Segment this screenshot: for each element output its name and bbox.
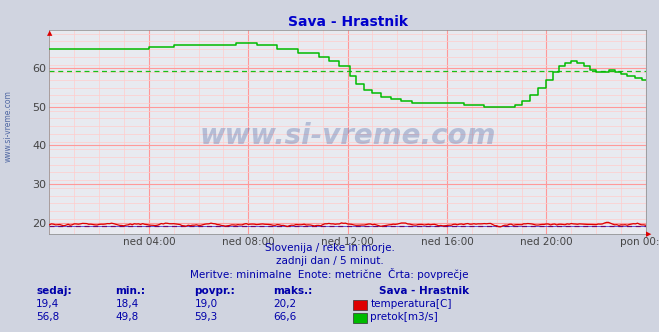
Text: 18,4: 18,4	[115, 299, 138, 309]
Text: 19,0: 19,0	[194, 299, 217, 309]
Text: Slovenija / reke in morje.: Slovenija / reke in morje.	[264, 243, 395, 253]
Text: 66,6: 66,6	[273, 312, 297, 322]
Text: povpr.:: povpr.:	[194, 286, 235, 296]
Text: 49,8: 49,8	[115, 312, 138, 322]
Text: maks.:: maks.:	[273, 286, 313, 296]
Text: ▲: ▲	[47, 30, 52, 36]
Text: pretok[m3/s]: pretok[m3/s]	[370, 312, 438, 322]
Text: www.si-vreme.com: www.si-vreme.com	[3, 90, 13, 162]
Text: sedaj:: sedaj:	[36, 286, 72, 296]
Text: temperatura[C]: temperatura[C]	[370, 299, 452, 309]
Text: Sava - Hrastnik: Sava - Hrastnik	[379, 286, 469, 296]
Text: Meritve: minimalne  Enote: metrične  Črta: povprečje: Meritve: minimalne Enote: metrične Črta:…	[190, 268, 469, 280]
Text: www.si-vreme.com: www.si-vreme.com	[200, 122, 496, 150]
Text: zadnji dan / 5 minut.: zadnji dan / 5 minut.	[275, 256, 384, 266]
Text: 19,4: 19,4	[36, 299, 59, 309]
Text: 56,8: 56,8	[36, 312, 59, 322]
Text: ▶: ▶	[646, 231, 651, 237]
Text: min.:: min.:	[115, 286, 146, 296]
Text: 59,3: 59,3	[194, 312, 217, 322]
Title: Sava - Hrastnik: Sava - Hrastnik	[287, 15, 408, 29]
Text: 20,2: 20,2	[273, 299, 297, 309]
